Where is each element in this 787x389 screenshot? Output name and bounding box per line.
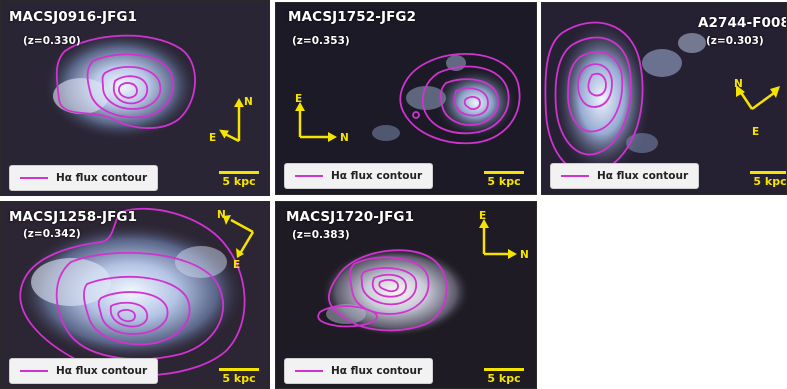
redshift-label: (z=0.330) (23, 35, 81, 47)
scale-label: 5 kpc (487, 372, 521, 385)
legend-label: Hα flux contour (56, 365, 148, 377)
legend: Hα flux contour (284, 163, 434, 189)
legend-line (20, 177, 48, 179)
compass-icon: E N (209, 96, 253, 144)
compass-label-e: E (233, 259, 240, 271)
compass-label-e: E (479, 210, 486, 222)
galaxy-image (1, 202, 269, 388)
panel-a2744-f008: A2744-F008 (z=0.303) N E Hα flux contour… (541, 2, 787, 195)
scale-bar: 5 kpc (484, 171, 524, 188)
galaxy-title: A2744-F008 (698, 15, 787, 31)
legend-line (295, 175, 323, 177)
panel-macsj1752-jfg2: MACSJ1752-JFG2 (z=0.353) E N Hα flux con… (275, 2, 537, 195)
redshift-label: (z=0.353) (292, 35, 350, 47)
legend-label: Hα flux contour (56, 172, 148, 184)
galaxy-title: MACSJ1720-JFG1 (286, 209, 415, 225)
compass-icon: E N (295, 93, 349, 144)
scale-label: 5 kpc (222, 175, 256, 188)
legend-line (561, 175, 589, 177)
scale-bar: 5 kpc (484, 368, 524, 385)
galaxy-image (276, 202, 536, 388)
scale-bar: 5 kpc (219, 368, 259, 385)
legend-label: Hα flux contour (331, 170, 423, 182)
scale-label: 5 kpc (222, 372, 256, 385)
redshift-label: (z=0.383) (292, 229, 350, 241)
compass-label-n: N (734, 78, 743, 90)
compass-icon: N E (217, 209, 255, 271)
compass-label-e: E (209, 132, 216, 144)
compass-icon: E N (479, 210, 529, 261)
galaxy-title: MACSJ0916-JFG1 (9, 9, 138, 25)
legend-line (295, 370, 323, 372)
legend: Hα flux contour (284, 358, 434, 384)
legend-label: Hα flux contour (597, 170, 689, 182)
compass-label-n: N (340, 132, 349, 144)
legend: Hα flux contour (9, 165, 159, 191)
panel-macsj1720-jfg1: MACSJ1720-JFG1 (z=0.383) E N Hα flux con… (275, 201, 537, 389)
galaxy-image (1, 1, 269, 195)
redshift-label: (z=0.342) (23, 228, 81, 240)
compass-label-n: N (217, 209, 226, 221)
legend: Hα flux contour (550, 163, 700, 189)
galaxy-title: MACSJ1258-JFG1 (9, 209, 138, 225)
galaxy-title: MACSJ1752-JFG2 (288, 9, 417, 25)
redshift-label: (z=0.303) (706, 35, 764, 47)
panel-macsj0916-jfg1: MACSJ0916-JFG1 (z=0.330) E N Hα flux con… (0, 0, 270, 196)
compass-label-e: E (295, 93, 302, 105)
legend-line (20, 370, 48, 372)
galaxy-image (276, 3, 536, 194)
scale-bar: 5 kpc (750, 171, 787, 188)
legend-label: Hα flux contour (331, 365, 423, 377)
panel-macsj1258-jfg1: MACSJ1258-JFG1 (z=0.342) N E Hα flux con… (0, 201, 270, 389)
legend: Hα flux contour (9, 358, 159, 384)
compass-icon: N E (734, 78, 780, 138)
scale-label: 5 kpc (487, 175, 521, 188)
scale-bar: 5 kpc (219, 171, 259, 188)
compass-label-e: E (752, 126, 759, 138)
scale-label: 5 kpc (753, 175, 787, 188)
compass-label-n: N (520, 249, 529, 261)
compass-label-n: N (244, 96, 253, 108)
